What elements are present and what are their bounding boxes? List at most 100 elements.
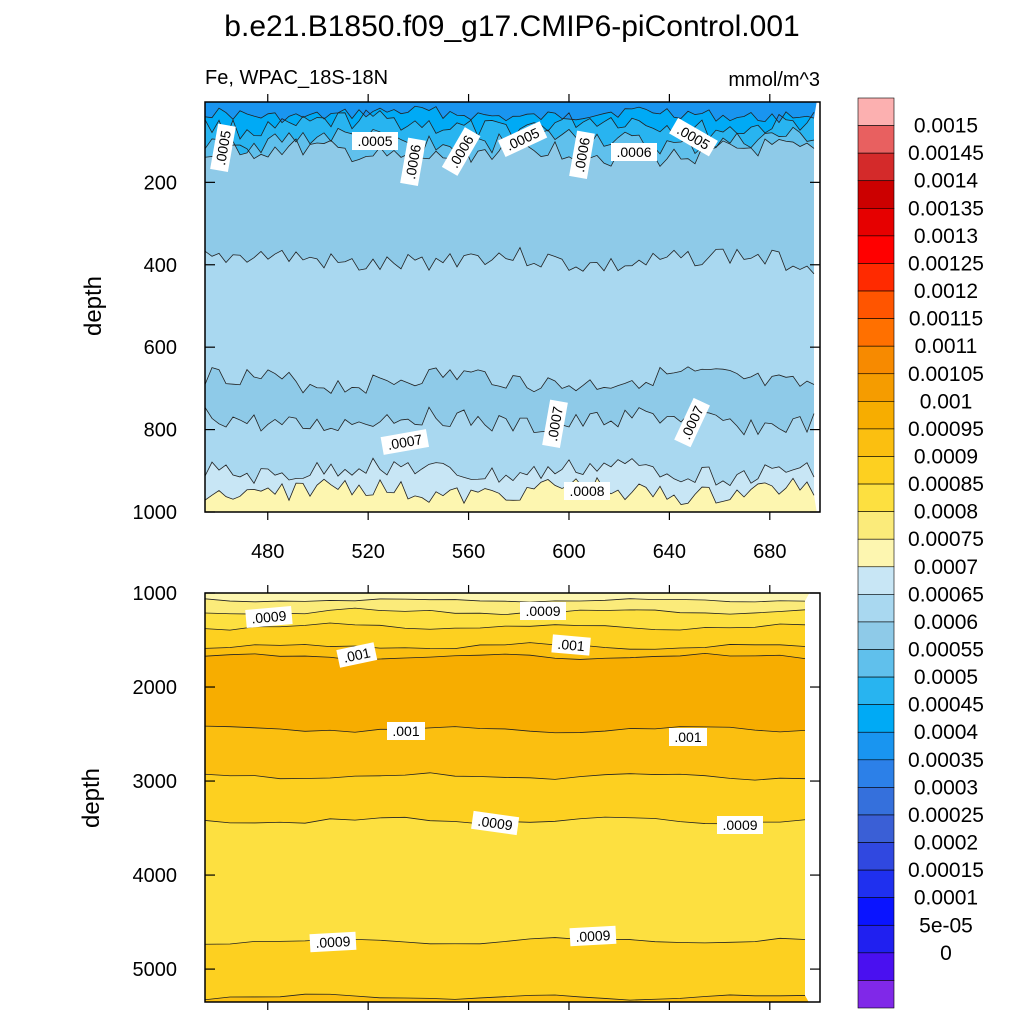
contour-band (205, 458, 814, 505)
contour-band (205, 102, 817, 123)
colorbar-label: 0.00065 (908, 583, 984, 606)
contour-label: .0007 (674, 397, 710, 448)
svg-text:.0006: .0006 (616, 144, 651, 160)
contour-line (205, 457, 815, 487)
contour-line (205, 725, 806, 734)
colorbar-box (857, 125, 895, 154)
colorbar-label: 0.0004 (914, 721, 979, 744)
colorbar-box (857, 318, 895, 347)
colorbar-label: 0.00025 (908, 804, 984, 827)
colorbar-label: 0.0015 (914, 115, 978, 138)
contour-label: .001 (387, 722, 425, 740)
y-tick-label: 1000 (133, 502, 178, 524)
contour-label: .0009 (520, 602, 566, 620)
contour-band (205, 127, 814, 167)
svg-text:.0009: .0009 (315, 933, 351, 951)
colorbar-box (857, 566, 895, 595)
svg-text:.0007: .0007 (544, 405, 566, 442)
contour-line (205, 652, 806, 661)
colorbar-label: 0.00125 (908, 252, 984, 275)
contour-line (205, 642, 806, 650)
y-tick-label: 5000 (133, 959, 178, 981)
colorbar-label: 0.00115 (909, 308, 983, 331)
colorbar-label: 0 (940, 942, 952, 965)
colorbar-box (857, 263, 895, 292)
colorbar-label: 0.0005 (914, 666, 978, 689)
colorbar-label: 0.00055 (908, 639, 984, 662)
y-tick-label: 600 (144, 337, 177, 359)
contour-band (205, 994, 809, 1002)
colorbar-box (857, 538, 895, 568)
contour-label: .0009 (245, 606, 293, 628)
colorbar-box (857, 869, 895, 898)
contour-band (205, 106, 814, 140)
contour-label: .0006 (569, 130, 595, 180)
colorbar-label: 0.00085 (908, 473, 984, 496)
contour-band (205, 247, 814, 394)
lower-panel: 1000 2000 3000 4000 5000 .0009 .0009 .001 .001 .0… (133, 583, 821, 1010)
colorbar-box (857, 97, 895, 126)
y-tick-label: 400 (144, 255, 177, 277)
contour-label: .0009 (471, 810, 520, 836)
svg-text:.0005: .0005 (357, 133, 392, 149)
x-tick-label: 560 (452, 541, 485, 563)
y-tick-label: 2000 (133, 677, 178, 699)
contour-band (205, 138, 814, 274)
contour-band (205, 407, 814, 486)
colorbar-box (857, 428, 895, 457)
colorbar-label: 0.0007 (914, 556, 978, 579)
colorbar-label: 0.00035 (908, 749, 984, 772)
contour-label: .0009 (717, 816, 763, 834)
contour-band (205, 110, 814, 155)
colorbar-box (857, 401, 895, 430)
colorbar-label: 0.0011 (915, 335, 978, 358)
colorbar-box (857, 704, 895, 733)
x-tick-label: 680 (753, 541, 786, 563)
units-label: mmol/m^3 (728, 69, 820, 91)
colorbar-box (857, 897, 895, 926)
contour-band (205, 593, 810, 603)
colorbar-label: 0.0012 (914, 280, 978, 303)
svg-text:.001: .001 (674, 729, 701, 745)
contour-label: .001 (336, 642, 378, 668)
colorbar-label: 0.00105 (908, 363, 984, 386)
colorbar-box (857, 759, 895, 788)
contour-line (205, 598, 806, 603)
svg-text:.001: .001 (392, 723, 419, 739)
svg-text:.0007: .0007 (386, 431, 423, 453)
colorbar-box (857, 952, 895, 981)
colorbar-box (857, 208, 895, 237)
svg-text:.0009: .0009 (477, 813, 514, 834)
contour-line (205, 406, 815, 436)
contour-label: .001 (551, 634, 591, 656)
svg-text:.001: .001 (557, 636, 586, 654)
colorbar-label: 0.0013 (914, 225, 978, 248)
svg-text:.0009: .0009 (251, 607, 288, 626)
contour-band (205, 937, 805, 1001)
colorbar-box (857, 483, 895, 512)
contour-label: .0007 (542, 399, 568, 449)
variable-label: Fe, WPAC_18S-18N (205, 67, 388, 89)
contour-line (205, 476, 815, 505)
contour-line (205, 993, 806, 1001)
colorbar-label: 0.00045 (908, 694, 984, 717)
contour-label: .0009 (309, 931, 357, 953)
colorbar-box (857, 814, 895, 843)
x-tick-label: 480 (251, 541, 284, 563)
svg-text:.0006: .0006 (571, 136, 593, 173)
y-tick-label: 3000 (133, 771, 178, 793)
colorbar-box (857, 456, 895, 485)
colorbar-label: 0.00135 (908, 197, 984, 220)
svg-text:.001: .001 (342, 644, 372, 665)
contour-label: .001 (669, 728, 707, 746)
colorbar-label: 0.0014 (914, 170, 979, 193)
svg-text:.0005: .0005 (212, 129, 234, 166)
svg-text:.0009: .0009 (575, 927, 611, 945)
svg-text:.0009: .0009 (722, 817, 757, 833)
colorbar-box (857, 594, 895, 623)
svg-text:.0009: .0009 (525, 603, 560, 619)
colorbar-label: 0.0006 (914, 611, 978, 634)
y-tick-label: 1000 (133, 583, 178, 605)
contour-band (205, 366, 814, 435)
upper-ylabel: depth (80, 276, 107, 336)
